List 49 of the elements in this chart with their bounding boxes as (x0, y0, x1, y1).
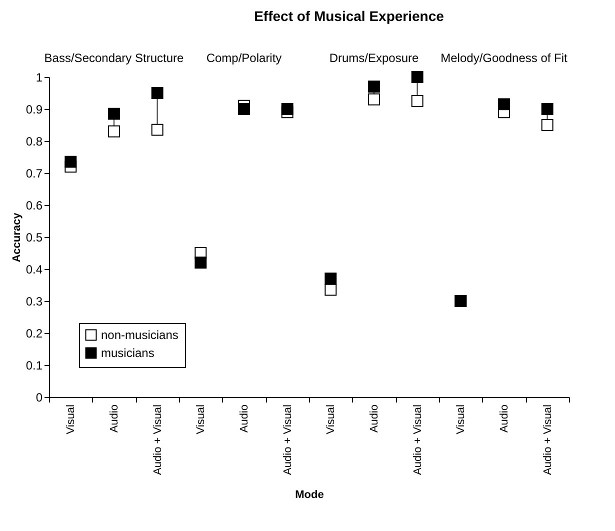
text: Comp/Polarity (206, 51, 282, 65)
text: Drums/Exposure (329, 51, 419, 65)
x-tick-label: Visual (455, 404, 468, 434)
point (281, 103, 294, 115)
point (194, 256, 207, 269)
y-tick-label: 0.6 (26, 198, 43, 212)
y-tick-label: 1 (36, 70, 43, 84)
y-tick-label: 0.8 (26, 134, 43, 148)
point (541, 103, 554, 115)
y-tick-label: 0.4 (26, 262, 43, 276)
x-tick-label: Audio (238, 404, 250, 433)
y-axis-title: Accuracy (10, 212, 23, 262)
point (324, 272, 337, 285)
point (411, 95, 424, 107)
point (498, 98, 510, 110)
point (108, 108, 120, 120)
point (541, 119, 554, 131)
point (411, 71, 424, 83)
point (64, 156, 77, 168)
x-tick-label: Visual (65, 404, 78, 434)
x-tick-label: Audio + Visual (412, 404, 424, 475)
y-tick-label: 0.7 (26, 166, 43, 180)
y-tick-label: 0.5 (26, 230, 43, 244)
point (368, 80, 380, 93)
legend-label: musicians (101, 346, 154, 360)
x-tick-label: Visual (195, 404, 208, 434)
x-tick-label: Audio (498, 404, 510, 433)
text: Bass/Secondary Structure (44, 51, 184, 65)
x-tick-label: Audio (108, 404, 120, 433)
y-tick-label: 0 (36, 390, 43, 404)
y-tick-label: 0.3 (26, 294, 43, 308)
point (151, 87, 164, 99)
x-axis-title: Mode (295, 488, 324, 501)
legend-label: non-musicians (101, 328, 178, 342)
chart-title: Effect of Musical Experience (254, 8, 444, 24)
text: Melody/Goodness of Fit (440, 51, 568, 65)
x-tick-label: Audio + Visual (152, 404, 164, 475)
y-tick-label: 0.1 (26, 358, 43, 372)
y-tick-label: 0.2 (26, 326, 43, 340)
point (238, 103, 250, 115)
point (368, 93, 380, 106)
x-tick-label: Audio (368, 404, 380, 433)
y-tick-label: 0.9 (26, 102, 43, 116)
point (151, 124, 164, 136)
point (324, 284, 337, 296)
x-tick-label: Audio + Visual (542, 404, 554, 475)
x-tick-label: Audio + Visual (282, 404, 294, 475)
x-tick-label: Visual (325, 404, 338, 434)
point (108, 125, 120, 138)
